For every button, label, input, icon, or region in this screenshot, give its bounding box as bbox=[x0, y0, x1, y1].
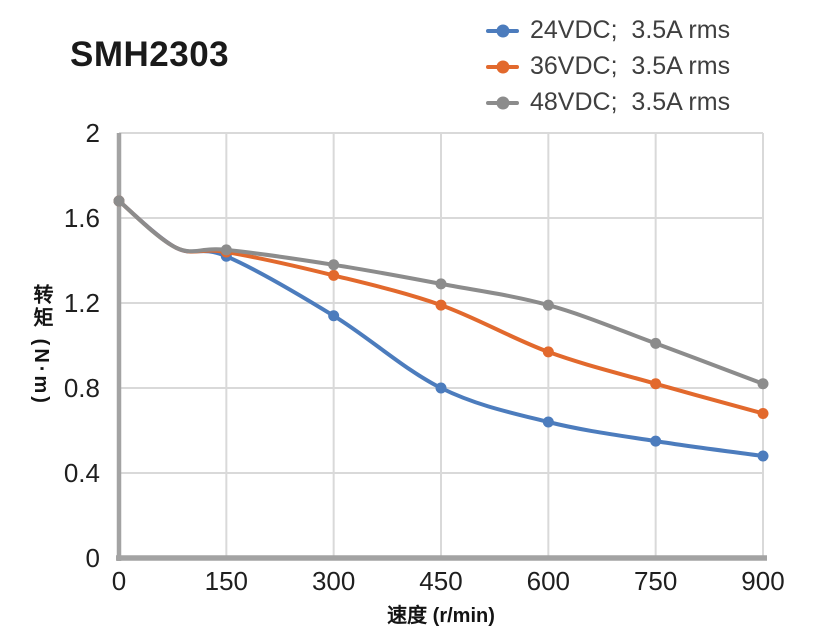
series-marker-48vdc bbox=[650, 337, 662, 349]
y-tick-label: 0 bbox=[86, 543, 100, 573]
y-tick-label: 2 bbox=[86, 118, 100, 148]
legend-dot-36vdc-icon bbox=[496, 60, 509, 73]
y-tick-label: 0.8 bbox=[64, 373, 100, 403]
legend-dot-24vdc-icon bbox=[496, 24, 509, 37]
x-tick-label: 300 bbox=[312, 566, 355, 596]
y-tick-label: 0.4 bbox=[64, 458, 100, 488]
series-marker-36vdc bbox=[650, 378, 662, 390]
x-tick-label: 450 bbox=[419, 566, 462, 596]
series-marker-48vdc bbox=[542, 299, 554, 311]
series-marker-24vdc bbox=[435, 382, 447, 394]
x-axis-title: 速度 (r/min) bbox=[387, 605, 495, 627]
y-tick-label: 1.6 bbox=[64, 203, 100, 233]
legend-dot-48vdc-icon bbox=[496, 96, 509, 109]
x-tick-label: 150 bbox=[205, 566, 248, 596]
series-marker-48vdc bbox=[435, 278, 447, 290]
x-tick-label: 600 bbox=[527, 566, 570, 596]
x-tick-label: 0 bbox=[112, 566, 126, 596]
legend-line-marker-36vdc-icon bbox=[486, 60, 519, 73]
series-marker-36vdc bbox=[542, 346, 554, 358]
series-marker-36vdc bbox=[757, 408, 769, 419]
series-marker-36vdc bbox=[435, 299, 447, 311]
legend-item-36vdc: 36VDC; 3.5A rms bbox=[486, 52, 730, 81]
series-marker-24vdc bbox=[757, 450, 769, 462]
chart-title: SMH2303 bbox=[70, 35, 230, 74]
legend-label-48vdc: 48VDC; 3.5A rms bbox=[530, 88, 731, 116]
series-marker-24vdc bbox=[650, 435, 662, 447]
series-marker-48vdc bbox=[328, 259, 340, 271]
legend-label-36vdc: 36VDC; 3.5A rms bbox=[530, 52, 731, 80]
legend-line-marker-24vdc-icon bbox=[486, 24, 519, 37]
y-axis-title: 转矩 (N·m) bbox=[30, 284, 52, 406]
x-tick-label: 900 bbox=[741, 566, 784, 596]
series-marker-48vdc bbox=[220, 244, 232, 256]
series-marker-24vdc bbox=[328, 310, 340, 322]
series-marker-48vdc bbox=[757, 378, 769, 390]
series-marker-36vdc bbox=[328, 269, 340, 281]
legend-item-24vdc: 24VDC; 3.5A rms bbox=[486, 16, 730, 45]
series-marker-48vdc bbox=[113, 195, 125, 207]
y-tick-label: 1.2 bbox=[64, 288, 100, 318]
series-marker-24vdc bbox=[542, 416, 554, 428]
legend-item-48vdc: 48VDC; 3.5A rms bbox=[486, 88, 730, 117]
legend-line-marker-48vdc-icon bbox=[486, 96, 519, 109]
x-tick-label: 750 bbox=[634, 566, 677, 596]
legend: 24VDC; 3.5A rms 36VDC; 3.5A rms 48VDC; 3… bbox=[486, 16, 730, 117]
legend-label-24vdc: 24VDC; 3.5A rms bbox=[530, 16, 731, 44]
